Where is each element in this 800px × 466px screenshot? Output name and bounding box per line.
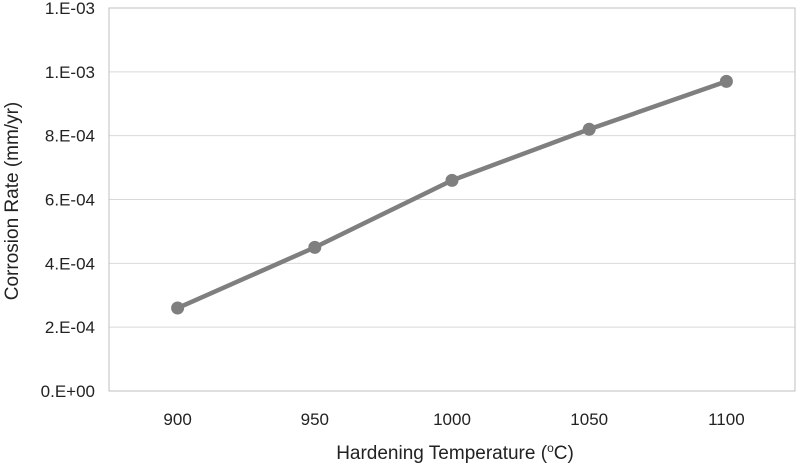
data-point <box>171 301 185 315</box>
x-tick-label: 1100 <box>708 410 745 429</box>
y-tick-label: 2.E-04 <box>45 318 95 337</box>
data-point <box>582 122 596 136</box>
data-point <box>719 74 733 88</box>
x-tick-label: 950 <box>301 410 329 429</box>
series-group <box>171 74 733 315</box>
data-point <box>445 173 459 187</box>
series-line <box>175 79 729 311</box>
plot-area-border <box>108 7 796 392</box>
y-axis-title: Corrosion Rate (mm/yr) <box>2 102 23 300</box>
y-tick-label: 4.E-04 <box>45 254 95 273</box>
y-tick-label: 0.E+00 <box>41 382 95 401</box>
y-tick-label: 6.E-04 <box>45 191 95 210</box>
x-tick-label: 1000 <box>433 410 471 429</box>
grid-lines <box>109 71 795 328</box>
y-tick-label: 8.E-04 <box>45 127 95 146</box>
x-axis-title-main: Hardening Temperature ( <box>336 443 548 464</box>
x-tick-labels: 900 950 1000 1050 1100 <box>163 410 744 429</box>
x-tick-label: 1050 <box>570 410 608 429</box>
x-axis-title-superscript: o <box>547 441 554 455</box>
x-tick-label: 900 <box>163 410 191 429</box>
y-tick-label: 1.E-03 <box>45 63 95 82</box>
x-axis-title-suffix: C) <box>554 443 574 464</box>
y-tick-label: 1.E-03 <box>45 0 95 18</box>
x-axis-title: Hardening Temperature (oC) <box>336 441 574 464</box>
data-point <box>308 240 322 254</box>
y-tick-labels: 0.E+00 2.E-04 4.E-04 6.E-04 8.E-04 1.E-03 1.E-… <box>41 0 95 401</box>
